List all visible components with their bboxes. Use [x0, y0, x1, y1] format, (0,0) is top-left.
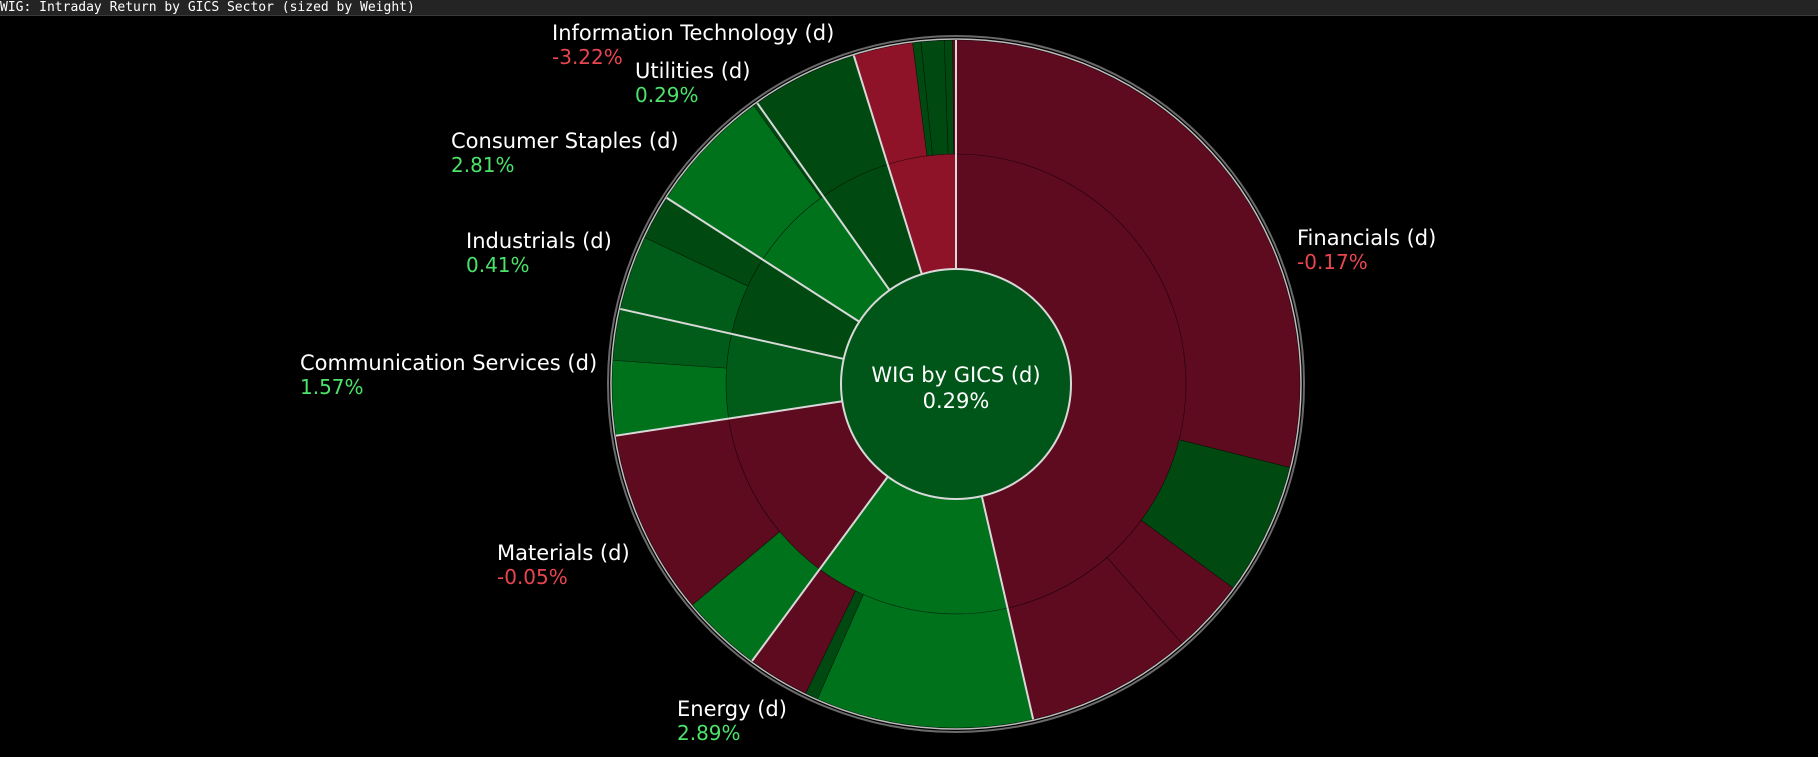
- sector-label: Financials (d): [1297, 226, 1436, 250]
- sector-divider: [751, 476, 889, 662]
- sector-divider: [666, 197, 860, 323]
- window-title: WIG: Intraday Return by GICS Sector (siz…: [0, 0, 1818, 16]
- sector-return: -0.05%: [497, 565, 568, 589]
- sector-label: Industrials (d): [466, 229, 612, 253]
- sector-label: Energy (d): [677, 697, 787, 721]
- sector-label: Utilities (d): [635, 59, 750, 83]
- chart-outer-border: [607, 35, 1305, 733]
- sunburst-center: WIG by GICS (d) 0.29%: [840, 268, 1072, 500]
- sector-return: 2.89%: [677, 721, 741, 745]
- sector-divider: [756, 102, 891, 291]
- sector-label: Consumer Staples (d): [451, 129, 679, 153]
- sector-return: 1.57%: [300, 375, 364, 399]
- outer-ring-outline: [610, 38, 1302, 730]
- sector-labels: Financials (d)-0.17% Energy (d)2.89% Mater…: [300, 21, 1436, 745]
- sector-label: Communication Services (d): [300, 351, 597, 375]
- sector-return: 0.29%: [635, 83, 699, 107]
- sector-return: 2.81%: [451, 153, 515, 177]
- sector-return: -3.22%: [552, 45, 623, 69]
- sector-divider: [980, 495, 1035, 720]
- sector-return: -0.17%: [1297, 250, 1368, 274]
- sector-divider: [620, 307, 844, 360]
- constituent-wedge[interactable]: [955, 39, 1301, 468]
- sector-divider: [615, 400, 843, 437]
- sector-return: 0.41%: [466, 253, 530, 277]
- center-title: WIG by GICS (d): [871, 363, 1040, 387]
- center-disc[interactable]: [840, 268, 1072, 500]
- sector-divider: [852, 55, 923, 275]
- sector-label: Materials (d): [497, 541, 630, 565]
- center-value: 0.29%: [923, 389, 990, 413]
- sector-label: Information Technology (d): [552, 21, 834, 45]
